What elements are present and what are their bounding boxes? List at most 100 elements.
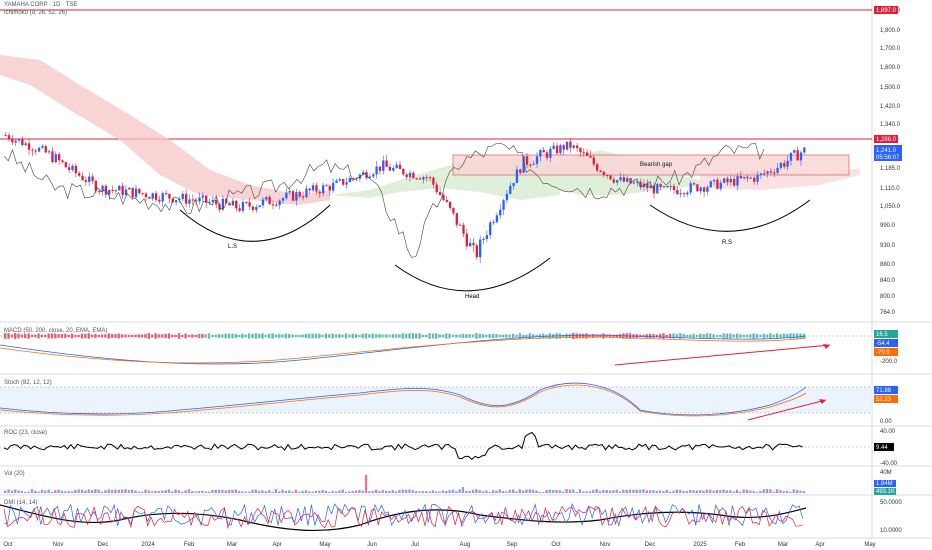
volume-bar bbox=[555, 490, 558, 493]
price-tick-label: 930.0 bbox=[880, 243, 896, 249]
adx-line bbox=[0, 504, 807, 532]
candle-body bbox=[632, 182, 636, 184]
candle-body bbox=[11, 139, 14, 143]
candle-body bbox=[321, 185, 325, 194]
macd-histogram-bar bbox=[298, 334, 301, 338]
volume-bar bbox=[17, 490, 20, 493]
volume-bar bbox=[137, 491, 141, 493]
volume-bar bbox=[87, 489, 90, 493]
candle-body bbox=[652, 185, 656, 194]
candle-body bbox=[71, 165, 74, 170]
volume-bar bbox=[498, 489, 501, 493]
candle-body bbox=[679, 193, 682, 195]
macd-histogram-bar bbox=[702, 334, 705, 338]
candle-body bbox=[519, 169, 522, 173]
candle-body bbox=[372, 174, 375, 177]
volume-bar bbox=[525, 489, 528, 493]
candle-body bbox=[719, 182, 722, 189]
macd-histogram-bar bbox=[191, 334, 194, 338]
macd-histogram-bar bbox=[742, 334, 745, 338]
volume-bar bbox=[24, 491, 27, 493]
macd-histogram-bar bbox=[435, 333, 438, 339]
candle-body bbox=[579, 148, 582, 153]
candle-body bbox=[482, 238, 485, 240]
macd-histogram-bar bbox=[448, 333, 451, 339]
candle-body bbox=[355, 178, 358, 180]
candle-body bbox=[509, 185, 512, 194]
candle-body bbox=[773, 172, 776, 174]
stoch-value-text: 71.88 bbox=[876, 388, 892, 394]
volume-bar bbox=[60, 490, 64, 493]
macd-histogram-bar bbox=[585, 333, 588, 339]
candle-body bbox=[595, 164, 599, 171]
volume-bar bbox=[391, 490, 394, 493]
macd-histogram-bar bbox=[141, 334, 144, 338]
macd-histogram-bar bbox=[752, 333, 755, 339]
macd-histogram-bar bbox=[495, 334, 498, 338]
volume-bar bbox=[351, 490, 354, 493]
macd-histogram-bar bbox=[759, 334, 762, 338]
candle-body bbox=[111, 189, 114, 191]
volume-bar bbox=[782, 491, 785, 493]
macd-histogram-bar bbox=[221, 334, 224, 338]
candle-body bbox=[54, 154, 57, 163]
macd-histogram-bar bbox=[795, 333, 799, 339]
volume-bar bbox=[438, 491, 441, 493]
candle-body bbox=[512, 182, 515, 186]
candle-body bbox=[61, 160, 64, 163]
candle-body bbox=[753, 177, 756, 182]
volume-bar bbox=[572, 489, 575, 493]
volume-bar bbox=[84, 490, 87, 493]
candle-body bbox=[565, 141, 569, 150]
volume-bar bbox=[501, 490, 505, 493]
volume-bar bbox=[508, 489, 511, 493]
candle-body bbox=[245, 202, 248, 204]
macd-histogram-bar bbox=[475, 333, 478, 339]
candle-body bbox=[241, 202, 245, 211]
candle-body bbox=[74, 165, 78, 174]
volume-bar bbox=[672, 490, 675, 493]
vol-value-text: 493.1K bbox=[876, 489, 895, 495]
macd-histogram-bar bbox=[388, 334, 391, 338]
volume-bar bbox=[257, 490, 261, 493]
candle-body bbox=[783, 162, 786, 167]
macd-histogram-bar bbox=[134, 334, 137, 338]
volume-bar bbox=[94, 489, 97, 493]
macd-histogram-bar bbox=[792, 333, 795, 339]
macd-histogram-bar bbox=[588, 334, 592, 338]
macd-histogram-bar bbox=[431, 333, 435, 339]
macd-histogram-bar bbox=[364, 333, 368, 339]
macd-histogram-bar bbox=[528, 333, 531, 339]
macd-histogram-bar bbox=[348, 334, 351, 338]
volume-bar bbox=[90, 490, 94, 493]
vol-tick: 40M bbox=[880, 470, 892, 476]
candle-body bbox=[599, 170, 602, 172]
candle-body bbox=[305, 188, 308, 198]
x-axis-label: Aug bbox=[460, 542, 471, 548]
candle-body bbox=[552, 145, 555, 149]
volume-bar bbox=[314, 490, 318, 493]
macd-histogram-bar bbox=[421, 334, 425, 338]
volume-bar bbox=[535, 490, 538, 493]
volume-bar bbox=[428, 491, 431, 493]
candle-body bbox=[709, 181, 712, 188]
macd-histogram-bar bbox=[181, 334, 184, 338]
macd-histogram-bar bbox=[735, 333, 739, 339]
macd-histogram-bar bbox=[501, 334, 505, 338]
macd-histogram-bar bbox=[368, 334, 371, 338]
candle-body bbox=[793, 150, 796, 153]
macd-histogram-bar bbox=[324, 333, 328, 339]
macd-histogram-bar bbox=[418, 333, 421, 339]
volume-bar bbox=[668, 491, 672, 493]
macd-histogram-bar bbox=[612, 334, 615, 338]
macd-histogram-bar bbox=[739, 334, 742, 338]
macd-histogram-bar bbox=[568, 333, 572, 339]
volume-bar bbox=[271, 491, 274, 493]
macd-histogram-bar bbox=[90, 334, 94, 338]
price-tick-label: 1,700.0 bbox=[880, 46, 901, 52]
macd-histogram-bar bbox=[47, 333, 50, 339]
volume-bar bbox=[344, 491, 348, 493]
candle-body bbox=[41, 146, 44, 148]
candle-body bbox=[412, 172, 415, 179]
